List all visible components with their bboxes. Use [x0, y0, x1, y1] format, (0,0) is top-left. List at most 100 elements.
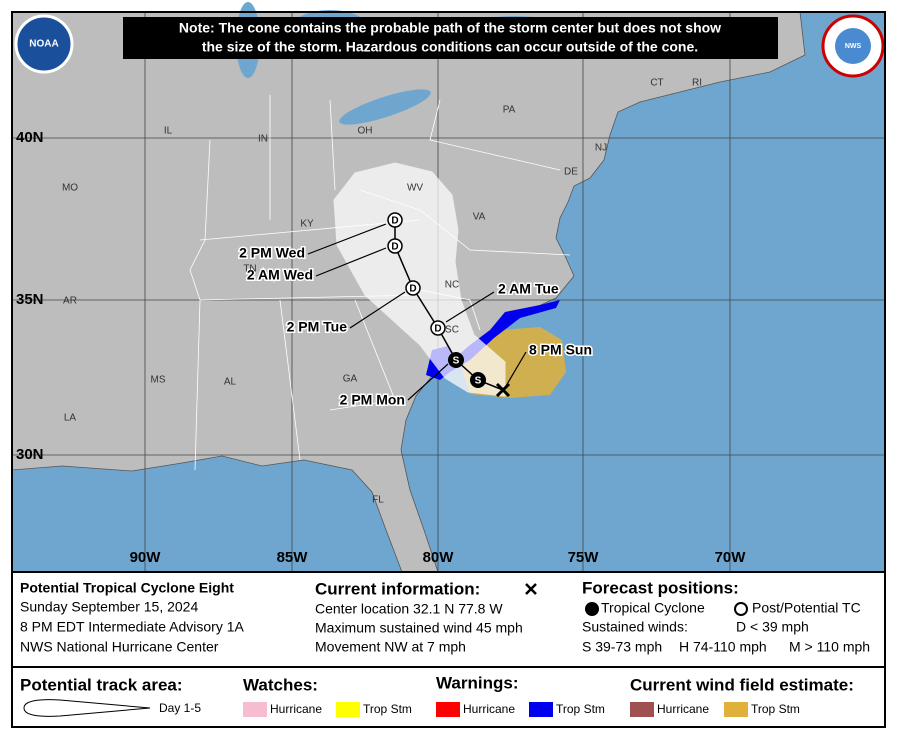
swatch-label: Hurricane	[270, 702, 322, 716]
state-label: NC	[445, 280, 459, 291]
current-title: Current information:	[315, 579, 480, 598]
lat-label: 40N	[16, 129, 44, 146]
post-tc-point	[430, 320, 446, 336]
state-label: FL	[372, 495, 384, 506]
swatch-ts-warning	[529, 702, 553, 717]
state-label: DE	[564, 167, 578, 178]
leader	[315, 247, 387, 277]
state-label: PA	[503, 105, 516, 116]
forecast-time: 2 PM Tue	[287, 319, 348, 335]
post-tc-label: Post/Potential TC	[752, 600, 861, 616]
point-type: S	[475, 376, 482, 387]
tc-icon	[585, 602, 599, 616]
note: Note: The cone contains the probable pat…	[179, 20, 721, 36]
state-label: NJ	[595, 143, 607, 154]
leaders	[307, 223, 527, 401]
post-tc-point	[405, 280, 421, 296]
lon-label: 70W	[715, 549, 747, 566]
post-tc-point	[387, 212, 403, 228]
swatch-hurricane-watch	[243, 702, 267, 717]
wind-h: H 74-110 mph	[679, 639, 767, 655]
forecast-time: 2 PM Wed	[239, 245, 305, 261]
state-label: RI	[692, 78, 702, 89]
forecast-title: Forecast positions:	[582, 578, 739, 597]
wind-m: M > 110 mph	[789, 639, 870, 655]
forecast-time: 2 PM Mon	[340, 392, 405, 408]
state-label: IN	[258, 134, 268, 145]
point-type: D	[434, 324, 441, 335]
point-type: D	[391, 242, 398, 253]
date: Sunday September 15, 2024	[20, 599, 198, 615]
center-location: Center location 32.1 N 77.8 W	[315, 601, 503, 617]
lon-label: 80W	[423, 549, 455, 566]
point-type: D	[409, 284, 416, 295]
cone	[333, 162, 506, 397]
nws-logo-inner	[835, 28, 871, 64]
state-label: IL	[164, 126, 173, 137]
swatch-label: Trop Stm	[363, 702, 412, 716]
movement: Movement NW at 7 mph	[315, 639, 466, 655]
state-label: AR	[63, 296, 77, 307]
noaa-logo	[14, 14, 74, 74]
swatch-label: Trop Stm	[751, 702, 800, 716]
lon-label: 90W	[130, 549, 162, 566]
state-label: WV	[407, 183, 423, 194]
wind-s: S 39-73 mph	[582, 639, 662, 655]
state-label: TN	[243, 264, 256, 275]
sustained-winds: Sustained winds:	[582, 619, 688, 635]
lake-erie	[339, 89, 431, 125]
state-label: MO	[62, 183, 78, 194]
point-type: S	[453, 356, 460, 367]
wind-d: D < 39 mph	[736, 619, 809, 635]
point-type: D	[391, 216, 398, 227]
note-box	[123, 17, 778, 59]
tc-point	[470, 372, 486, 388]
warnings-title: Warnings:	[436, 673, 518, 692]
state-label: KY	[300, 219, 314, 230]
legend-box	[11, 571, 886, 728]
source: NWS National Hurricane Center	[20, 639, 219, 655]
current-center	[495, 382, 511, 398]
max-wind: Maximum sustained wind 45 mph	[315, 620, 523, 636]
swatch-ts-watch	[336, 702, 360, 717]
forecast-time: 2 AM Wed	[247, 267, 313, 283]
forecast-time: 8 PM Sun	[529, 342, 592, 358]
forecast-points: D D D D S S	[387, 212, 511, 398]
state-label: LA	[64, 413, 77, 424]
state-label: CT	[650, 78, 663, 89]
swatch-hurricane-wind	[630, 702, 654, 717]
lat-label: 35N	[16, 291, 44, 308]
swatch-label: Trop Stm	[556, 702, 605, 716]
leader	[349, 291, 406, 329]
leader	[307, 223, 387, 255]
state-label: AL	[224, 377, 237, 388]
state-label: GA	[343, 374, 358, 385]
leader	[445, 291, 495, 323]
day-label: Day 1-5	[159, 701, 201, 715]
advisory: 8 PM EDT Intermediate Advisory 1A	[20, 619, 244, 635]
x-icon	[525, 583, 537, 595]
swatch-ts-wind	[724, 702, 748, 717]
swatch-label: Hurricane	[463, 702, 515, 716]
border	[189, 139, 211, 471]
lon-label: 75W	[568, 549, 600, 566]
map: D D D D S S 2 PM Wed 2 AM Wed 2 PM Tue 2…	[11, 2, 886, 573]
wind-field-title: Current wind field estimate:	[630, 675, 854, 694]
nws-logo-text: NWS	[845, 43, 862, 50]
legend: Potential Tropical Cyclone Eight Sunday …	[11, 571, 886, 728]
swatch-label: Hurricane	[657, 702, 709, 716]
state-label: MS	[151, 375, 166, 386]
state-label: OH	[358, 126, 373, 137]
tc-point	[448, 352, 464, 368]
track-area-title: Potential track area:	[20, 675, 183, 694]
post-tc-icon	[734, 602, 748, 616]
tc-label: Tropical Cyclone	[601, 600, 705, 616]
lon-label: 85W	[277, 549, 309, 566]
cone-icon	[23, 699, 151, 717]
state-labels: IL IN OH PA CT RI NJ DE MO KY WV VA TN NC SC AR MS AL GA LA…	[62, 78, 702, 506]
lat-label: 30N	[16, 446, 44, 463]
forecast-time: 2 AM Tue	[498, 281, 559, 297]
state-label: VA	[473, 212, 486, 223]
storm-name: Potential Tropical Cyclone Eight	[20, 580, 234, 596]
watches-title: Watches:	[243, 675, 318, 694]
